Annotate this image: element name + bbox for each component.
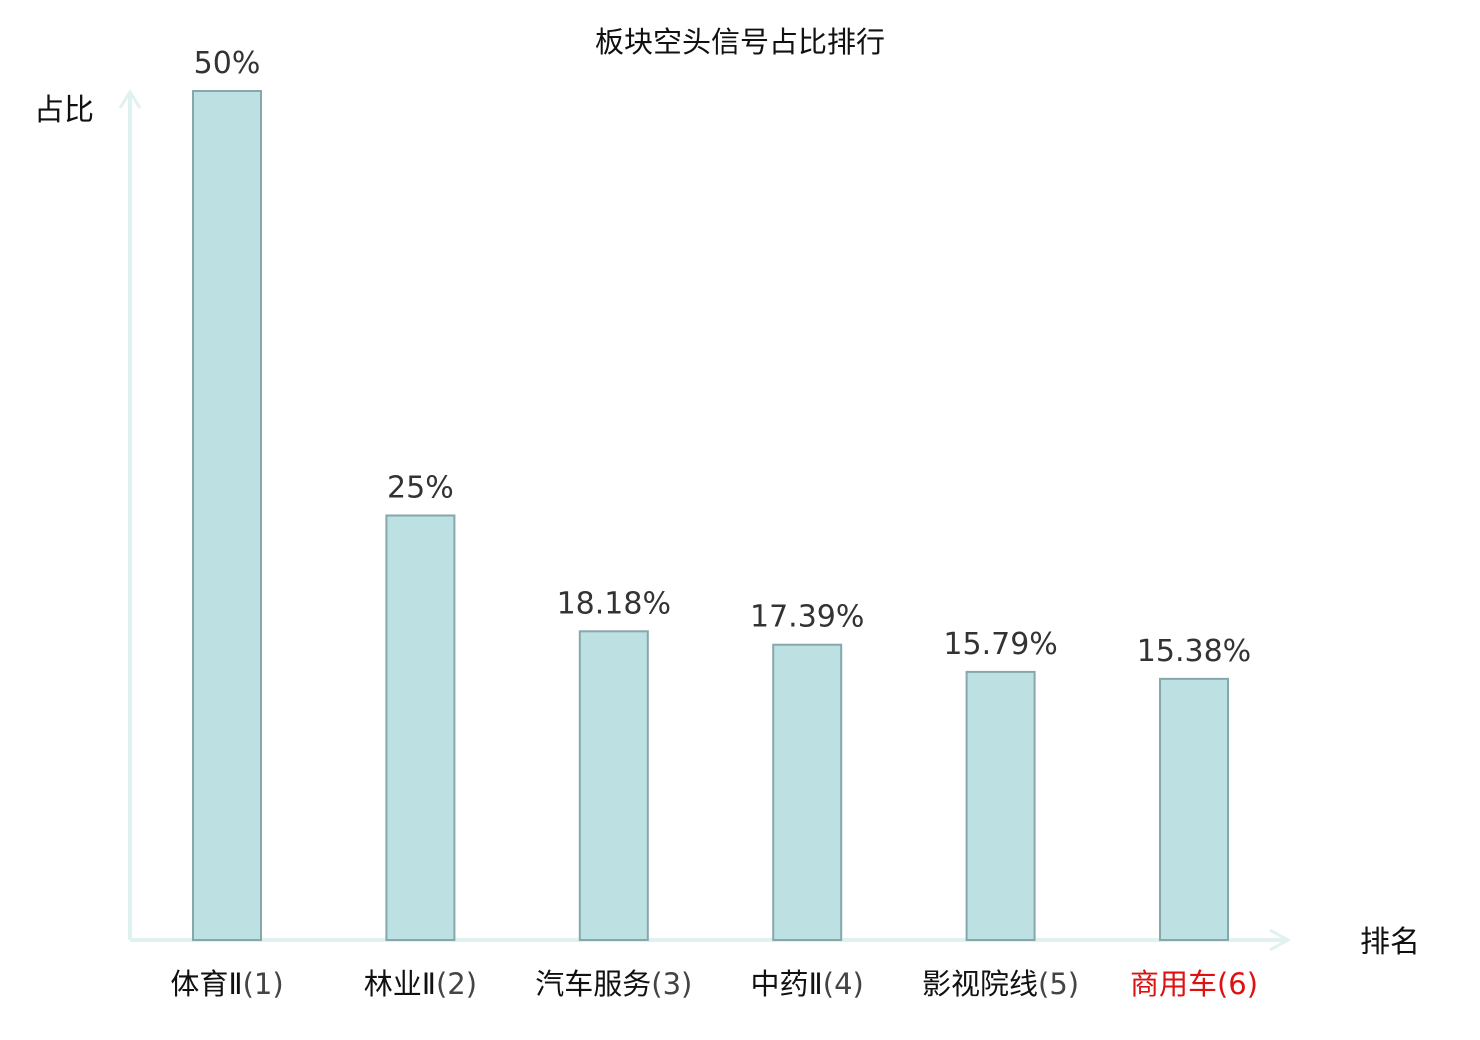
bar-value-label: 17.39% <box>750 600 864 635</box>
category-rank: (4) <box>823 967 864 1001</box>
bar-value-label: 15.38% <box>1137 634 1251 669</box>
category-rank: (1) <box>243 967 284 1001</box>
bar-value-label: 50% <box>194 46 261 81</box>
y-axis-arrow <box>118 89 142 109</box>
bars <box>192 90 1229 941</box>
category-labels: 体育Ⅱ(1) 林业Ⅱ(2) 汽车服务(3) 中药Ⅱ(4) 影视院线(5) 商用车(6) <box>170 967 1258 1001</box>
category-label: 中药Ⅱ(4) <box>751 967 864 1001</box>
category-rank: (6) <box>1217 967 1258 1001</box>
category-name: 林业Ⅱ <box>364 967 436 1001</box>
category-name: 汽车服务 <box>535 967 651 1001</box>
x-axis-label: 排名 <box>1360 925 1420 960</box>
bar <box>385 514 456 941</box>
bar <box>965 670 1036 941</box>
category-label: 林业Ⅱ(2) <box>364 967 477 1001</box>
category-rank: (3) <box>651 967 692 1001</box>
category-label: 影视院线(5) <box>922 967 1079 1001</box>
y-axis-label: 占比 <box>34 93 94 128</box>
category-name: 体育Ⅱ <box>170 967 242 1001</box>
x-axis-arrow <box>1269 928 1292 952</box>
bar-value-label: 15.79% <box>943 627 1057 662</box>
bar <box>1159 677 1229 941</box>
category-label: 汽车服务(3) <box>535 967 692 1001</box>
category-name: 中药Ⅱ <box>751 967 823 1001</box>
category-name: 影视院线 <box>922 967 1038 1001</box>
category-label: 商用车(6) <box>1130 967 1258 1001</box>
bar <box>772 643 843 941</box>
bar <box>578 630 649 941</box>
category-rank: (2) <box>436 967 477 1001</box>
bar <box>192 90 262 941</box>
category-name: 商用车 <box>1130 967 1217 1001</box>
bar-value-label: 25% <box>387 471 454 506</box>
value-labels: 50% 25% 18.18% 17.39% 15.79% 15.38% <box>194 46 1252 669</box>
category-label: 体育Ⅱ(1) <box>170 967 283 1001</box>
chart-title: 板块空头信号占比排行 <box>595 25 885 59</box>
category-rank: (5) <box>1038 967 1079 1001</box>
bar-value-label: 18.18% <box>557 586 671 621</box>
axes <box>118 89 1292 952</box>
